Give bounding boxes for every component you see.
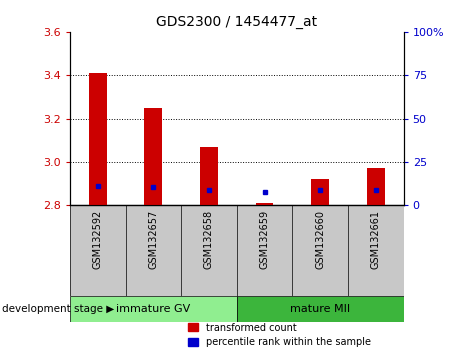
Bar (237, 296, 404, 322)
Text: GSM132592: GSM132592 (93, 210, 103, 269)
Bar (311, 179, 329, 205)
Text: development stage ▶: development stage ▶ (2, 304, 115, 314)
Legend: transformed count, percentile rank within the sample: transformed count, percentile rank withi… (189, 322, 371, 347)
Text: GSM132659: GSM132659 (260, 210, 270, 269)
Text: GSM132660: GSM132660 (315, 210, 325, 269)
Text: GSM132657: GSM132657 (148, 210, 158, 269)
Text: mature MII: mature MII (290, 304, 350, 314)
Bar (70, 296, 237, 322)
Bar (367, 169, 385, 205)
Text: GSM132658: GSM132658 (204, 210, 214, 269)
Title: GDS2300 / 1454477_at: GDS2300 / 1454477_at (156, 16, 318, 29)
Bar (89, 73, 106, 205)
Text: immature GV: immature GV (116, 304, 190, 314)
Bar (200, 147, 218, 205)
Bar (256, 203, 273, 205)
Text: GSM132661: GSM132661 (371, 210, 381, 269)
Bar (144, 108, 162, 205)
